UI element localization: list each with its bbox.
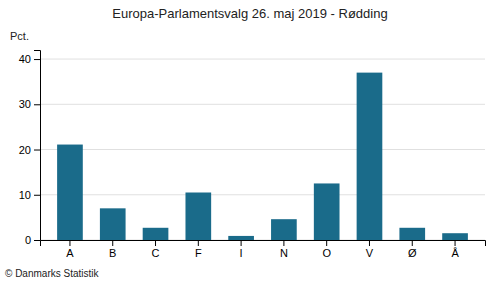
y-tick: 10 (19, 189, 40, 201)
x-tick-label: I (240, 247, 243, 259)
bars (57, 73, 468, 240)
y-tick-mark (34, 150, 40, 151)
y-axis: 0 10 20 30 40 (19, 51, 41, 247)
x-tick: I (240, 240, 243, 259)
chart: Europa-Parlamentsvalg 26. maj 2019 - Rød… (0, 0, 500, 282)
y-tick-label: 40 (19, 53, 31, 65)
y-tick: 0 (25, 234, 40, 246)
bar (357, 73, 383, 240)
y-tick-mark (34, 59, 40, 60)
x-axis-line (41, 241, 486, 247)
y-tick-mark (34, 240, 40, 241)
x-axis: ABCFINOVØÅ (41, 240, 486, 259)
x-tick-mark (283, 240, 284, 246)
bar (442, 233, 468, 240)
x-tick: N (280, 240, 288, 259)
x-tick-label: A (66, 247, 74, 259)
plot: 0 10 20 30 40 A B C F I N O V Ø Å (19, 51, 486, 259)
x-tick: Å (451, 240, 459, 259)
y-axis-line (34, 51, 41, 241)
bar (185, 193, 211, 241)
footer: © Danmarks Statistik (5, 268, 100, 279)
x-tick: Ø (408, 240, 417, 259)
x-tick-mark (326, 240, 327, 246)
x-tick-label: V (366, 247, 374, 259)
x-tick-mark (155, 240, 156, 246)
bar (314, 183, 340, 240)
x-tick-mark (412, 240, 413, 246)
y-tick-mark (34, 195, 40, 196)
x-tick: V (366, 240, 374, 259)
grid-line (40, 59, 485, 60)
bar (228, 236, 254, 240)
grid-line (40, 149, 485, 150)
x-tick-label: Ø (408, 247, 417, 259)
x-tick-label: C (152, 247, 160, 259)
y-tick-label: 0 (25, 234, 31, 246)
y-tick-label: 10 (19, 189, 31, 201)
grid-line (40, 194, 485, 195)
y-tick: 40 (19, 53, 40, 65)
x-tick-mark (241, 240, 242, 246)
x-tick: A (66, 240, 74, 259)
x-tick-label: B (109, 247, 116, 259)
y-tick: 30 (19, 98, 40, 110)
x-tick-mark (69, 240, 70, 246)
x-tick: C (152, 240, 160, 259)
x-tick-mark (198, 240, 199, 246)
x-tick: B (109, 240, 116, 259)
bar (57, 145, 83, 240)
y-tick-label: 20 (19, 144, 31, 156)
bar (100, 208, 126, 240)
x-tick-label: Å (451, 247, 459, 259)
bar (399, 228, 425, 240)
x-tick-mark (112, 240, 113, 246)
x-tick-label: F (195, 247, 202, 259)
title: Europa-Parlamentsvalg 26. maj 2019 - Rød… (112, 6, 387, 21)
bar (143, 228, 169, 240)
x-tick-label: N (280, 247, 288, 259)
grid-line (40, 104, 485, 105)
x-tick-mark (455, 240, 456, 246)
x-tick: F (195, 240, 202, 259)
x-tick-label: O (322, 247, 331, 259)
y-tick: 20 (19, 144, 40, 156)
grid (40, 59, 485, 240)
x-tick-mark (369, 240, 370, 246)
y-tick-mark (34, 104, 40, 105)
y-axis-label: Pct. (10, 30, 29, 42)
y-tick-label: 30 (19, 98, 31, 110)
x-tick: O (322, 240, 331, 259)
bar (271, 219, 297, 240)
